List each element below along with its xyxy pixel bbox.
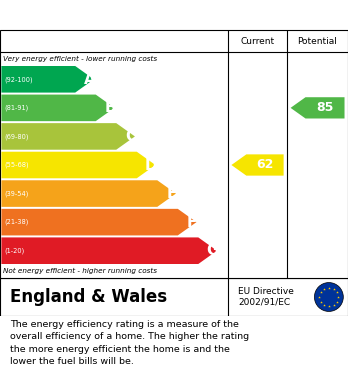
Text: G: G [206,243,219,258]
Text: A: A [84,72,96,87]
Polygon shape [231,154,284,176]
Polygon shape [1,95,114,121]
Text: (1-20): (1-20) [4,248,24,254]
Text: D: D [145,158,158,172]
Text: England & Wales: England & Wales [10,288,168,306]
Text: EU Directive
2002/91/EC: EU Directive 2002/91/EC [238,287,294,307]
Text: (69-80): (69-80) [4,133,29,140]
Text: Not energy efficient - higher running costs: Not energy efficient - higher running co… [3,268,158,274]
Polygon shape [1,152,156,178]
Text: Very energy efficient - lower running costs: Very energy efficient - lower running co… [3,56,158,62]
Text: Energy Efficiency Rating: Energy Efficiency Rating [10,7,220,23]
Text: (21-38): (21-38) [4,219,29,225]
Text: F: F [187,215,197,230]
Text: (39-54): (39-54) [4,190,29,197]
Text: (92-100): (92-100) [4,76,33,83]
Polygon shape [1,123,135,150]
Text: Potential: Potential [298,36,338,45]
Ellipse shape [315,283,343,312]
Text: 62: 62 [256,158,273,172]
Text: The energy efficiency rating is a measure of the
overall efficiency of a home. T: The energy efficiency rating is a measur… [10,320,250,366]
Text: (55-68): (55-68) [4,162,29,168]
Polygon shape [1,180,176,207]
Text: (81-91): (81-91) [4,105,29,111]
Text: C: C [125,129,136,144]
Polygon shape [1,209,196,235]
Polygon shape [1,66,94,93]
Polygon shape [1,237,217,264]
Polygon shape [291,97,345,118]
Text: B: B [104,100,116,115]
Text: E: E [167,186,177,201]
Text: 85: 85 [316,101,333,114]
Text: Current: Current [240,36,275,45]
